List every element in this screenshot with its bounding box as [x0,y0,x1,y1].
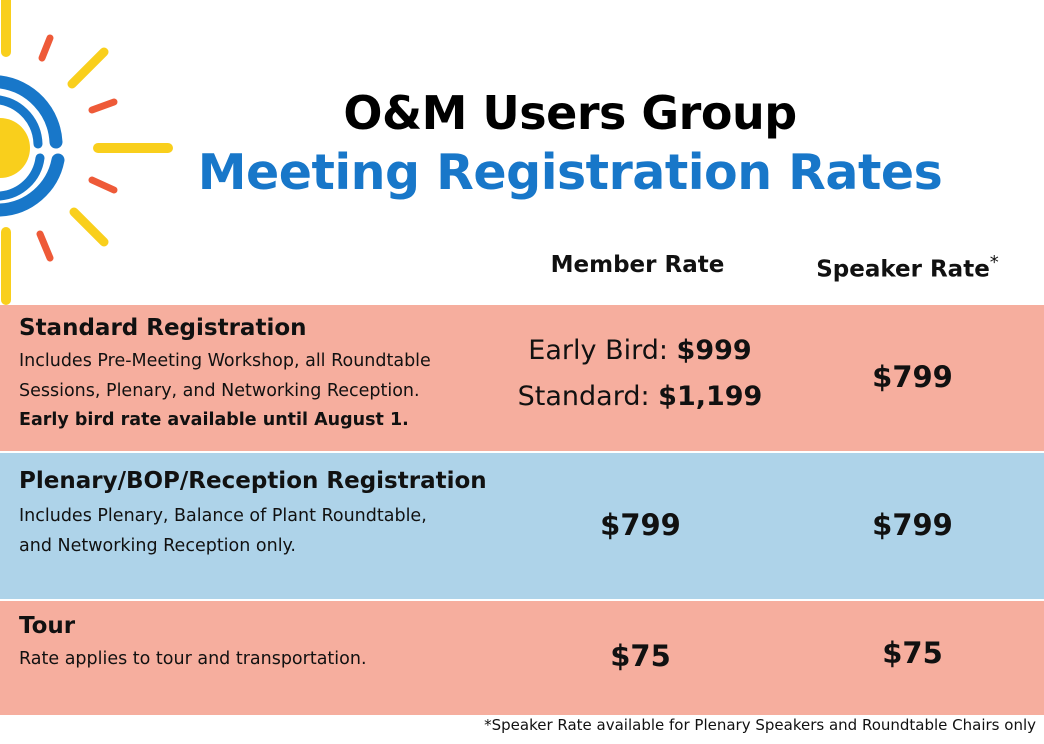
member-rate-value: $75 [610,639,671,673]
footnote: *Speaker Rate available for Plenary Spea… [484,716,1036,734]
row-title: Plenary/BOP/Reception Registration [19,468,487,494]
column-header-speaker-rate: Speaker Rate* [790,252,1025,283]
rate-value: $999 [676,335,752,366]
rate-row-plenary-bop-reception: Plenary/BOP/Reception Registration Inclu… [0,453,1044,599]
speaker-rate-value: $799 [872,360,953,394]
row-description: Rate applies to tour and transportation. [19,645,367,675]
sun-logo-icon [0,0,173,305]
member-rate-value: $799 [600,508,681,542]
member-rate-early-bird: Early Bird: $999 [490,335,790,366]
row-title: Tour [19,613,76,639]
speaker-rate-label: Speaker Rate [816,256,990,283]
page-title: O&M Users Group [343,86,797,140]
early-bird-note: Early bird rate available until August 1… [19,410,409,430]
rate-value: $1,199 [658,381,763,412]
description-line: Rate applies to tour and transportation. [19,649,367,669]
column-header-member-rate: Member Rate [550,252,725,278]
description-line: Sessions, Plenary, and Networking Recept… [19,380,420,401]
row-description: Includes Pre-Meeting Workshop, all Round… [19,347,431,436]
rate-label: Early Bird: [528,335,677,366]
speaker-rate-value: $799 [872,508,953,542]
rate-row-standard-registration: Standard Registration Includes Pre-Meeti… [0,305,1044,451]
description-line: Includes Plenary, Balance of Plant Round… [19,506,427,526]
description-line: and Networking Reception only. [19,535,296,556]
description-line: Includes Pre-Meeting Workshop, all Round… [19,351,431,371]
page-subtitle: Meeting Registration Rates [197,144,943,201]
rate-label: Standard: [517,381,659,412]
footnote-asterisk: * [484,716,492,734]
member-rate-standard: Standard: $1,199 [490,381,790,412]
row-title: Standard Registration [19,315,307,341]
speaker-rate-asterisk: * [989,252,999,273]
rate-row-tour: Tour Rate applies to tour and transporta… [0,601,1044,715]
row-description: Includes Plenary, Balance of Plant Round… [19,502,427,561]
footnote-text: Speaker Rate available for Plenary Speak… [491,716,1036,734]
speaker-rate-value: $75 [882,636,943,670]
